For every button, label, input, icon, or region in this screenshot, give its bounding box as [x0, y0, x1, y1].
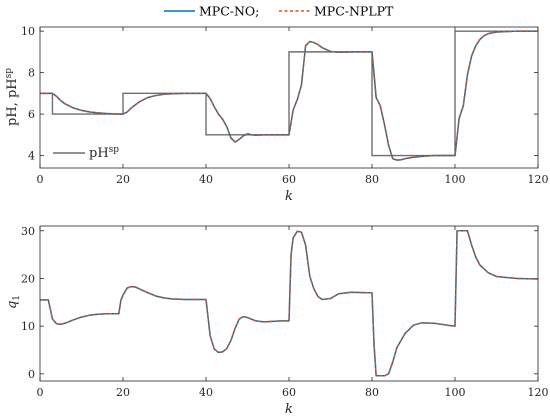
plot-q1-ytick-label-30: 30: [21, 225, 35, 238]
legend-label-mpc-no: MPC-NO;: [199, 4, 259, 19]
plot-q1-xtick-label-40: 40: [199, 386, 213, 399]
plot-ph-xtick-label-20: 20: [116, 173, 130, 186]
plot-q1-lines: [40, 230, 539, 377]
plot-ph: 0 20 40 60 80 100 120 4 6 8 10 pHsp k pH, pHsp: [4, 25, 549, 204]
top-legend: MPC-NO; MPC-NPLPT: [158, 1, 426, 21]
plot-q1-xtick-label-0: 0: [37, 386, 44, 399]
plot-ph-axes: 0 20 40 60 80 100 120 4 6 8 10: [21, 25, 549, 186]
plot-q1-xlabel: k: [285, 402, 293, 417]
plot-q1-xtick-label-80: 80: [365, 386, 379, 399]
plot-ph-xtick-label-120: 120: [528, 173, 549, 186]
plot-q1-xtick-label-20: 20: [116, 386, 130, 399]
legend-label-mpc-nplpt: MPC-NPLPT: [314, 4, 394, 19]
plot-q1: 0 20 40 60 80 100 120 0 10 20 30 k q1: [5, 225, 549, 417]
plot-q1-ytick-label-0: 0: [28, 368, 35, 381]
plot-ph-ylabel: pH, pHsp: [4, 68, 20, 126]
plot-ph-xtick-label-80: 80: [365, 173, 379, 186]
plot-q1-ylabel: q1: [5, 295, 22, 309]
plot-q1-axes: 0 20 40 60 80 100 120 0 10 20 30: [21, 225, 549, 399]
plot-ph-xtick-label-60: 60: [282, 173, 296, 186]
plot-ph-ytick-label-8: 8: [28, 67, 35, 80]
plot-q1-xtick-label-100: 100: [445, 386, 466, 399]
plot-q1-ytick-label-10: 10: [21, 320, 35, 333]
plot-ph-ytick-label-6: 6: [28, 108, 35, 121]
plot-ph-lines: [40, 30, 538, 161]
plot-ph-xtick-label-40: 40: [199, 173, 213, 186]
plot-ph-ytick-label-4: 4: [28, 150, 35, 163]
plot-ph-xtick-label-100: 100: [445, 173, 466, 186]
plot-q1-xtick-label-60: 60: [282, 386, 296, 399]
plot-q1-frame: [39, 225, 539, 382]
plot-ph-frame: [39, 26, 539, 169]
plot-q1-series-mpc-nplpt: [40, 230, 539, 377]
ph-setpoint-legend: pHsp: [53, 145, 119, 161]
plot-ph-series-mpc-nplpt: [40, 30, 538, 161]
plot-q1-xtick-label-120: 120: [528, 386, 549, 399]
plot-ph-xtick-label-0: 0: [37, 173, 44, 186]
plot-ph-xlabel: k: [285, 189, 293, 204]
ph-setpoint-legend-label: pHsp: [89, 145, 119, 161]
plot-q1-ytick-label-20: 20: [21, 272, 35, 285]
plot-ph-ytick-label-10: 10: [21, 25, 35, 38]
